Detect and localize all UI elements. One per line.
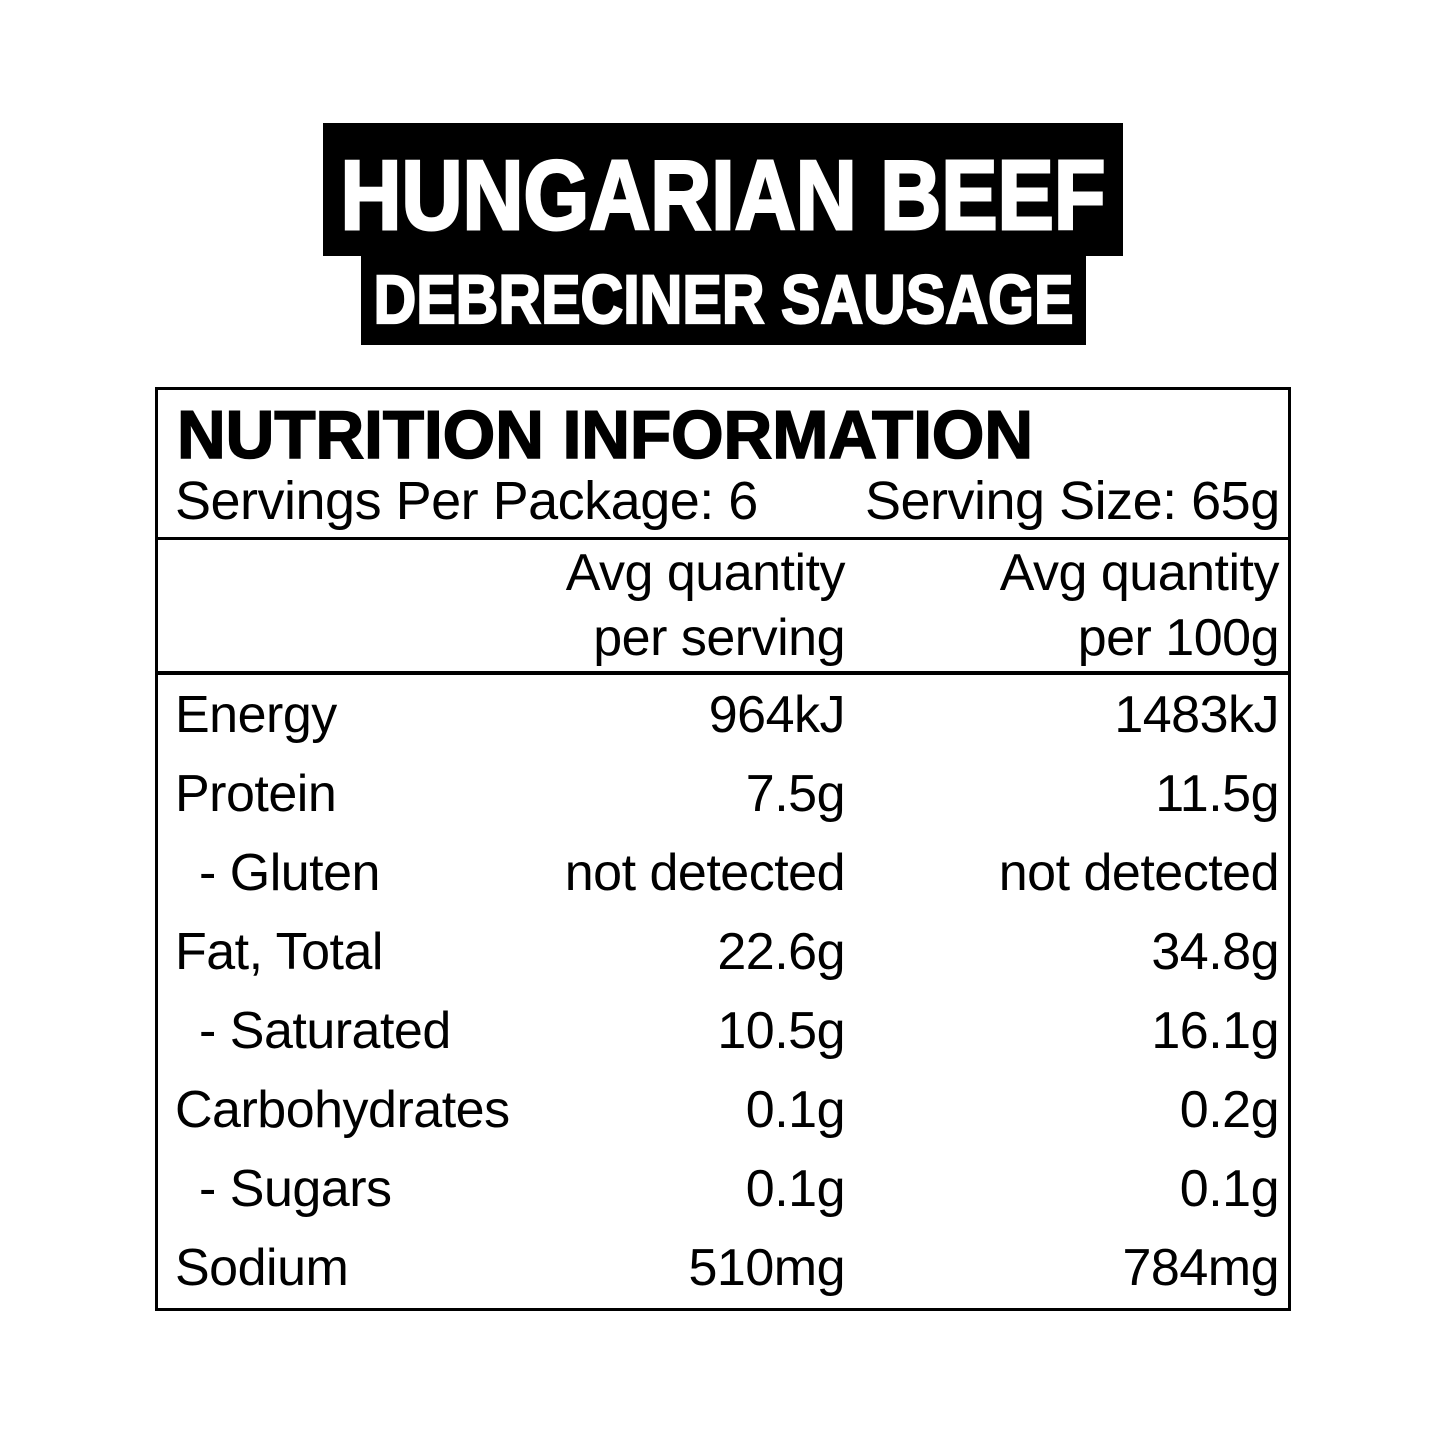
per-100g-value: not detected bbox=[998, 843, 1280, 902]
product-subtitle-banner: DEBRECINER SAUSAGE bbox=[361, 256, 1086, 345]
per-serving-value: 0.1g bbox=[745, 1081, 846, 1140]
per-serving-value: 0.1g bbox=[745, 1160, 846, 1219]
nutrient-label: Carbohydrates bbox=[175, 1081, 510, 1140]
table-row: - Sugars 0.1g 0.1g bbox=[158, 1150, 1288, 1229]
table-row: Energy 964kJ 1483kJ bbox=[158, 675, 1288, 754]
nutrition-header-section: NUTRITION INFORMATION Servings Per Packa… bbox=[158, 390, 1288, 540]
nutrition-heading: NUTRITION INFORMATION bbox=[177, 403, 1033, 467]
servings-line: Servings Per Package: 6 Serving Size: 65… bbox=[175, 471, 1280, 531]
serving-size: Serving Size: 65g bbox=[865, 471, 1280, 531]
per-serving-value: 7.5g bbox=[745, 764, 846, 823]
nutrient-label: Sodium bbox=[175, 1239, 349, 1298]
column-headers-row: Avg quantity per serving Avg quantity pe… bbox=[158, 540, 1288, 675]
product-name: HUNGARIAN BEEF bbox=[341, 140, 1106, 250]
per-100g-value: 784mg bbox=[1122, 1239, 1280, 1298]
per-serving-value: 10.5g bbox=[717, 1002, 845, 1061]
product-name-banner: HUNGARIAN BEEF bbox=[323, 123, 1123, 256]
col-header-per-serving-line1: Avg quantity bbox=[565, 543, 846, 602]
per-serving-value: 964kJ bbox=[708, 685, 846, 744]
col-header-per-serving: Avg quantity per serving bbox=[545, 541, 846, 671]
nutrition-rows: Energy 964kJ 1483kJ Protein 7.5g 11.5g -… bbox=[158, 675, 1288, 1308]
per-100g-value: 34.8g bbox=[1151, 922, 1279, 981]
nutrient-label: Protein bbox=[175, 764, 337, 823]
table-row: Carbohydrates 0.1g 0.2g bbox=[158, 1071, 1288, 1150]
nutrition-table: NUTRITION INFORMATION Servings Per Packa… bbox=[155, 387, 1291, 1311]
per-serving-value: 22.6g bbox=[717, 922, 845, 981]
per-100g-value: 1483kJ bbox=[1114, 685, 1279, 744]
per-100g-value: 0.1g bbox=[1179, 1160, 1280, 1219]
table-row: Protein 7.5g 11.5g bbox=[158, 754, 1288, 833]
per-100g-value: 0.2g bbox=[1179, 1081, 1280, 1140]
table-row: Fat, Total 22.6g 34.8g bbox=[158, 912, 1288, 991]
table-row: - Saturated 10.5g 16.1g bbox=[158, 992, 1288, 1071]
nutrient-label: - Saturated bbox=[199, 1002, 451, 1061]
table-row: Sodium 510mg 784mg bbox=[158, 1229, 1288, 1308]
per-100g-value: 11.5g bbox=[1155, 764, 1279, 823]
table-row: - Gluten not detected not detected bbox=[158, 833, 1288, 912]
per-serving-value: not detected bbox=[564, 843, 846, 902]
col-header-per-100g-line1: Avg quantity bbox=[999, 543, 1280, 602]
product-name-svg: HUNGARIAN BEEF bbox=[339, 139, 1107, 252]
nutrition-heading-svg: NUTRITION INFORMATION bbox=[176, 403, 1034, 467]
nutrient-label: - Gluten bbox=[199, 843, 380, 902]
nutrient-label: - Sugars bbox=[199, 1160, 392, 1219]
col-header-per-serving-line2: per serving bbox=[593, 608, 845, 667]
per-100g-value: 16.1g bbox=[1151, 1002, 1279, 1061]
product-subtitle-svg: DEBRECINER SAUSAGE bbox=[372, 260, 1074, 339]
per-serving-value: 510mg bbox=[688, 1239, 846, 1298]
col-header-per-100g-line2: per 100g bbox=[1077, 608, 1280, 667]
nutrient-label: Fat, Total bbox=[175, 922, 383, 981]
servings-per-package: Servings Per Package: 6 bbox=[175, 471, 758, 531]
col-header-per-100g: Avg quantity per 100g bbox=[845, 541, 1280, 671]
nutrient-label: Energy bbox=[175, 685, 337, 744]
product-subtitle: DEBRECINER SAUSAGE bbox=[374, 261, 1074, 338]
